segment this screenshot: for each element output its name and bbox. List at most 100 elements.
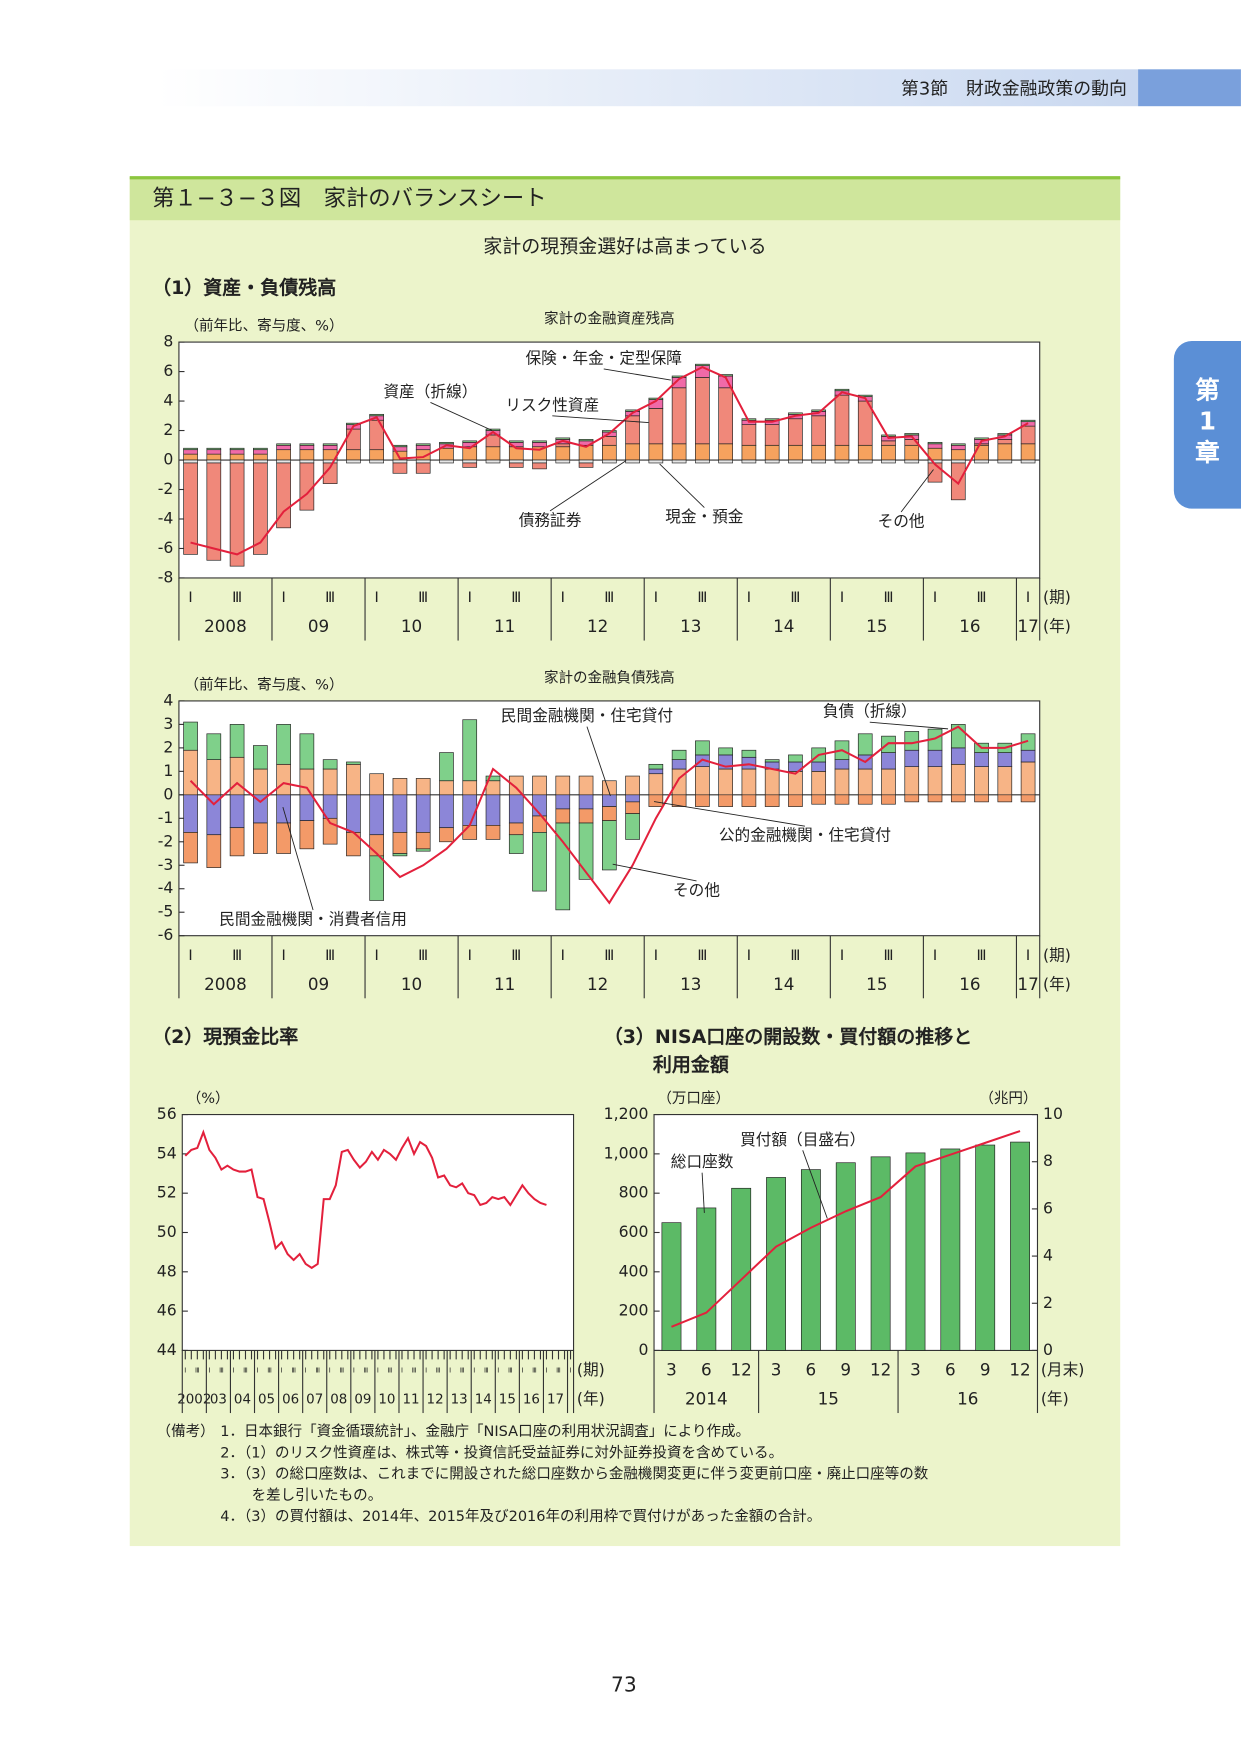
bar	[555, 794, 571, 810]
bar	[322, 443, 338, 446]
x-tick-label: Ⅲ	[364, 1367, 369, 1375]
leader-line	[282, 807, 314, 911]
y-tick-label: -1	[158, 808, 174, 827]
x-tick-label: Ⅰ	[305, 1367, 307, 1375]
y-tick-label: 1	[163, 761, 173, 780]
x-tick-label: Ⅰ	[257, 1367, 259, 1375]
bar	[276, 459, 291, 464]
bar	[183, 462, 198, 555]
line-series	[190, 366, 1029, 556]
y-tick-label: 1,000	[604, 1143, 649, 1162]
y-tick-label: 54	[157, 1143, 177, 1162]
bar	[997, 752, 1013, 767]
subtitle: 家計の現預金選好は高まっている	[483, 236, 766, 258]
line-series	[184, 1129, 547, 1270]
bar	[997, 766, 1013, 796]
bar	[671, 387, 687, 445]
bar	[695, 443, 710, 461]
section-label: （1）資産・負債残高	[152, 276, 336, 299]
x-tick-label: Ⅲ	[977, 590, 987, 606]
x-tick-label: 12	[731, 1360, 752, 1380]
bar	[508, 462, 524, 468]
bar	[299, 733, 315, 770]
bar	[462, 719, 478, 782]
bar	[764, 444, 780, 461]
bar	[695, 740, 710, 756]
bar	[392, 832, 408, 854]
y-tick-label: -4	[158, 878, 174, 897]
bar	[578, 439, 594, 442]
bar	[1010, 1141, 1030, 1351]
bar	[322, 444, 338, 451]
year-label: 08	[330, 1393, 347, 1408]
y2-tick-label: 6	[1043, 1198, 1053, 1217]
x-unit: (期)	[577, 1360, 605, 1379]
bar	[415, 443, 431, 446]
bar	[974, 794, 989, 803]
x-tick-label: Ⅰ	[377, 1367, 379, 1375]
bar	[392, 794, 408, 833]
year-label: 05	[258, 1393, 275, 1408]
figure-title: 第１−３−３図 家計のバランスシート	[152, 185, 546, 211]
bar	[881, 459, 896, 464]
x-unit: (年)	[1043, 617, 1071, 636]
bar	[532, 440, 547, 443]
bar	[578, 462, 594, 468]
section-label: 利用金額	[653, 1053, 729, 1076]
y-tick-label: 200	[619, 1301, 649, 1320]
x-tick-label: 6	[806, 1360, 817, 1380]
x-tick-label: Ⅰ	[561, 948, 565, 964]
bar	[532, 775, 547, 796]
bar	[532, 832, 547, 892]
bar	[555, 808, 571, 824]
bar	[346, 428, 361, 451]
y-tick-label: -6	[158, 925, 174, 944]
bar	[276, 763, 291, 796]
bar	[1020, 761, 1036, 796]
x-tick-label: Ⅰ	[497, 1367, 499, 1375]
x-tick-label: Ⅲ	[697, 948, 707, 964]
bar	[299, 444, 315, 451]
bar	[253, 745, 268, 770]
bar	[741, 794, 757, 807]
y-tick-label: 3	[163, 714, 173, 733]
bar	[625, 409, 640, 412]
x-tick-label: Ⅲ	[977, 948, 987, 964]
bar	[206, 759, 222, 796]
bar	[741, 444, 757, 461]
bar	[439, 459, 454, 464]
x-tick-label: Ⅰ	[449, 1367, 451, 1375]
bar	[555, 446, 571, 461]
year-label: 09	[354, 1393, 371, 1408]
bar	[834, 768, 850, 796]
y2-tick-label: 10	[1043, 1104, 1063, 1123]
series-label: その他	[673, 880, 720, 899]
bar	[415, 832, 431, 850]
bar	[788, 794, 803, 807]
x-tick-label: Ⅲ	[436, 1367, 441, 1375]
y-tick-label: 0	[163, 450, 173, 469]
bar	[671, 794, 687, 807]
bar	[950, 462, 966, 501]
x-tick-label: Ⅰ	[654, 590, 658, 606]
bar	[183, 749, 198, 796]
bar	[346, 761, 361, 765]
bar	[602, 459, 617, 464]
bar	[671, 759, 687, 770]
year-label: 09	[308, 616, 329, 636]
notes-label: （備考）	[157, 1423, 215, 1440]
bar	[369, 413, 384, 417]
y-tick-label: 46	[157, 1301, 177, 1320]
bar	[741, 424, 757, 446]
y2-axis-label: （兆円）	[979, 1090, 1037, 1107]
bar	[997, 794, 1013, 803]
leader-line	[430, 402, 493, 431]
y-tick-label: 44	[157, 1340, 177, 1359]
bar	[183, 459, 198, 464]
bar	[392, 462, 408, 474]
bar	[695, 766, 710, 796]
bar	[648, 794, 664, 807]
bar	[764, 424, 780, 446]
x-tick-label: Ⅰ	[545, 1367, 547, 1375]
